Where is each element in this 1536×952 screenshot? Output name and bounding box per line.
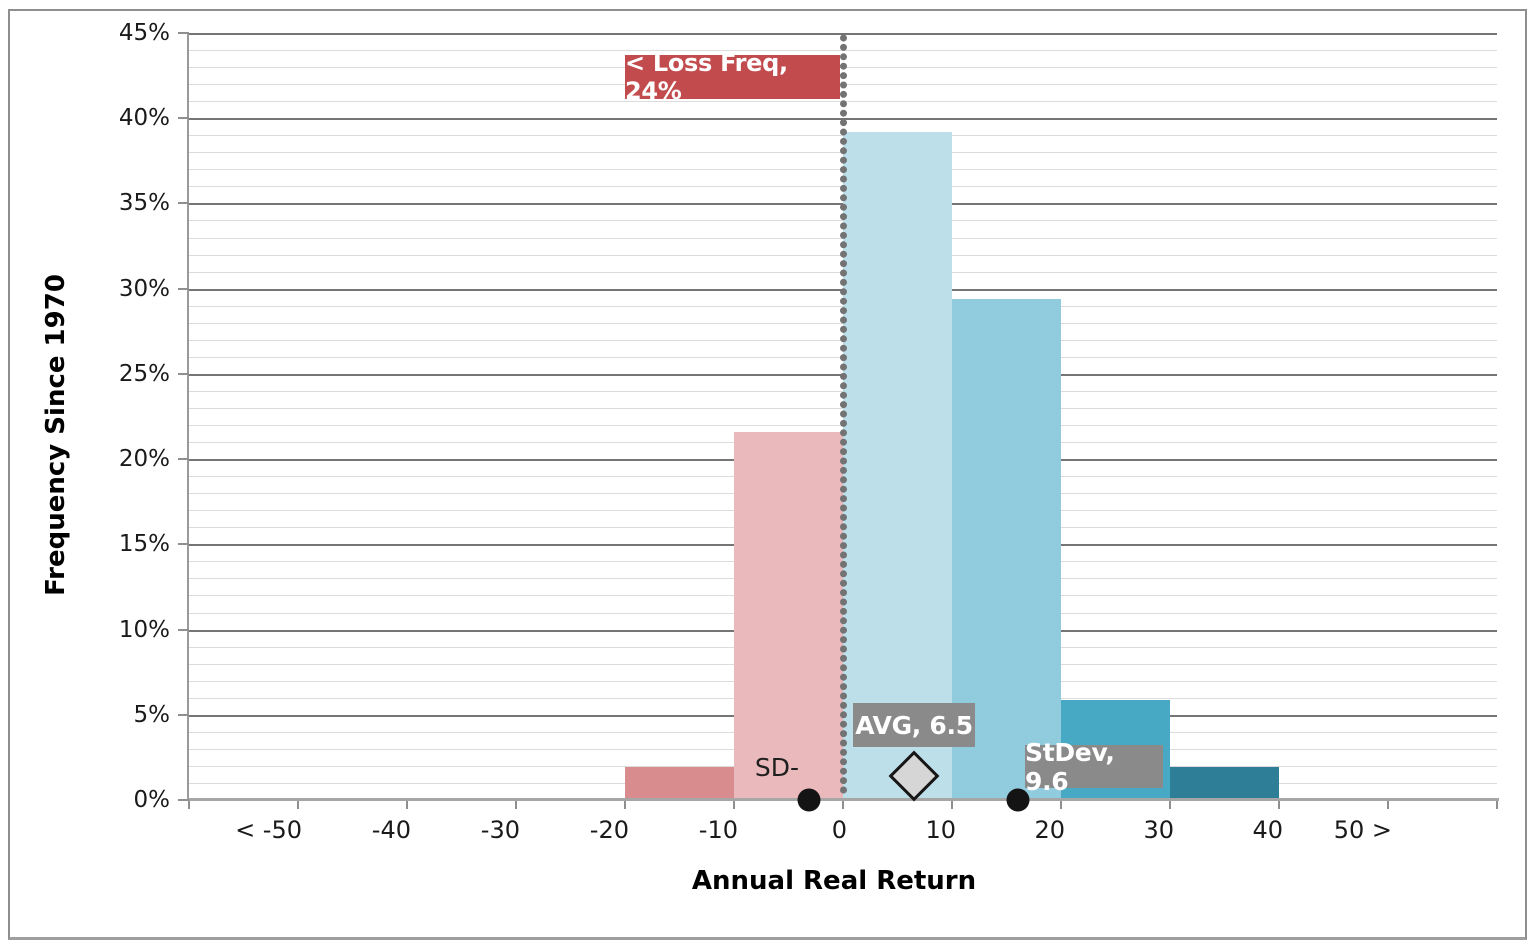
- x-tick-mark: [188, 801, 190, 809]
- y-gridline: [189, 67, 1497, 69]
- x-tick-label: 30: [1143, 816, 1174, 844]
- y-tick-label: 10%: [118, 616, 170, 643]
- x-tick-label: -30: [480, 816, 520, 844]
- y-tick-mark: [178, 713, 189, 716]
- x-tick-label: 10: [925, 816, 956, 844]
- x-tick-mark: [624, 801, 626, 809]
- x-tick-mark: [515, 801, 517, 809]
- histogram-bar: [734, 432, 843, 800]
- histogram-bar: [843, 131, 952, 800]
- sd-minus-label: SD-: [754, 753, 800, 782]
- y-tick-mark: [178, 202, 189, 205]
- y-tick-label: 15%: [118, 531, 170, 558]
- x-tick-mark: [406, 801, 408, 809]
- y-gridline: [189, 33, 1497, 35]
- y-tick-label: 25%: [118, 360, 170, 387]
- x-tick-mark: [1169, 801, 1171, 809]
- y-tick-label: 20%: [118, 446, 170, 473]
- x-tick-mark: [842, 801, 844, 809]
- y-tick-mark: [178, 32, 189, 34]
- x-tick-mark: [1278, 801, 1280, 809]
- x-tick-label: -20: [589, 816, 629, 844]
- x-axis-title: Annual Real Return: [691, 866, 977, 896]
- y-tick-mark: [178, 287, 189, 290]
- y-tick-mark: [178, 799, 189, 801]
- y-tick-label: 35%: [118, 190, 170, 217]
- stdev-label: StDev, 9.6: [1025, 738, 1163, 796]
- y-gridline: [189, 84, 1497, 86]
- y-tick-label: 45%: [118, 20, 170, 46]
- y-tick-label: 40%: [118, 105, 170, 132]
- x-tick-mark: [1496, 801, 1498, 809]
- histogram-bar: [625, 766, 734, 800]
- avg-label: AVG, 6.5: [853, 703, 975, 747]
- y-tick-label: 30%: [118, 275, 170, 302]
- y-tick-label: 5%: [133, 701, 171, 728]
- x-tick-mark: [1060, 801, 1062, 809]
- sd-minus-dot-marker: [797, 788, 821, 812]
- x-tick-mark: [1387, 801, 1389, 809]
- x-tick-label: 50 >: [1333, 816, 1392, 844]
- x-tick-mark: [297, 801, 299, 809]
- y-tick-mark: [178, 117, 189, 120]
- histogram-bar: [1170, 766, 1279, 800]
- x-tick-label: 0: [831, 816, 847, 844]
- x-tick-label: -40: [371, 816, 411, 844]
- x-tick-label: -10: [698, 816, 738, 844]
- y-gridline: [189, 50, 1497, 52]
- y-tick-mark: [178, 628, 189, 631]
- sd-plus-dot-marker: [1006, 788, 1030, 812]
- loss-frequency-label: < Loss Freq, 24%: [625, 49, 840, 105]
- x-tick-label: < -50: [235, 816, 302, 844]
- x-tick-label: 40: [1252, 816, 1283, 844]
- y-axis-line: [187, 33, 189, 800]
- x-tick-label: 20: [1034, 816, 1065, 844]
- y-gridline: [189, 118, 1497, 121]
- y-tick-mark: [178, 543, 189, 546]
- y-tick-mark: [178, 372, 189, 375]
- y-tick-mark: [178, 458, 189, 461]
- y-gridline: [189, 101, 1497, 103]
- x-tick-mark: [951, 801, 953, 809]
- plot-area: [189, 33, 1497, 800]
- y-tick-label: 0%: [133, 787, 171, 813]
- x-tick-mark: [733, 801, 735, 809]
